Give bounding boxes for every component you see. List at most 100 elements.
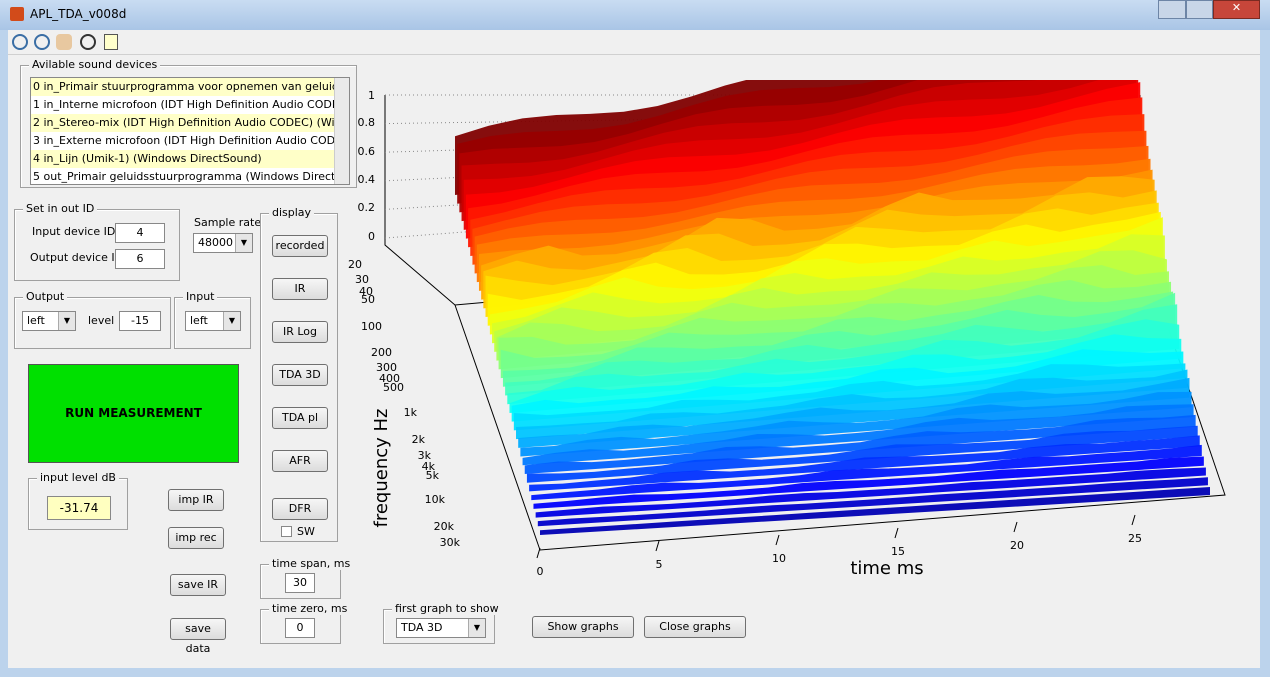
label: Output device ID: [30, 251, 124, 264]
y-tick-label: 3k: [418, 449, 432, 462]
file-button[interactable]: save IR: [170, 574, 226, 596]
sample-rate[interactable]: 48000: [193, 233, 253, 253]
device-item[interactable]: 1 in_Interne microfoon (IDT High Definit…: [31, 96, 334, 114]
panel-title: input level dB: [37, 471, 119, 484]
panel-title: first graph to show: [392, 602, 502, 615]
y-tick-label: 4k: [422, 460, 436, 473]
close-graphs[interactable]: Close graphs: [644, 616, 746, 638]
file-button[interactable]: save data: [170, 618, 226, 655]
waterfall-plot: time ms frequency Hz 10.80.60.40.2020304…: [348, 80, 1226, 579]
display-button[interactable]: AFR: [272, 450, 328, 472]
minimize[interactable]: [1158, 0, 1186, 19]
x-axis-label: time ms: [850, 558, 923, 579]
file-button[interactable]: imp IR: [168, 489, 224, 511]
y-tick-label: 1k: [404, 406, 418, 419]
panel-title: time zero, ms: [269, 602, 351, 615]
zoom-out[interactable]: [34, 34, 50, 50]
surface: [384, 80, 1226, 551]
surface-strip: [533, 456, 1204, 509]
scrollbar[interactable]: [334, 78, 349, 184]
show-graphs[interactable]: Show graphs: [532, 616, 634, 638]
device-item[interactable]: 3 in_Externe microfoon (IDT High Definit…: [31, 132, 334, 150]
y-tick-label: 30k: [440, 536, 461, 549]
x-tick-label: 20: [1010, 539, 1024, 552]
surface-strip: [507, 319, 1180, 405]
z-tick-label: 0: [368, 230, 375, 243]
y-tick-label: 500: [383, 381, 404, 394]
output-id[interactable]: 6: [115, 249, 165, 269]
z-tick-label: 0.8: [358, 116, 376, 129]
display-button[interactable]: IR: [272, 278, 328, 300]
z-tick-label: 0.6: [358, 145, 376, 158]
input-channel[interactable]: left: [185, 311, 241, 331]
pan[interactable]: [56, 34, 72, 50]
surface-strip: [505, 304, 1178, 396]
y-axis-label: frequency Hz: [371, 409, 392, 528]
label: Sample rate: [194, 216, 262, 229]
display-button[interactable]: DFR: [272, 498, 328, 520]
y-tick-label: 40: [359, 285, 373, 298]
input-id[interactable]: 4: [115, 223, 165, 243]
display-button[interactable]: IR Log: [272, 321, 328, 343]
y-tick-label: 50: [361, 293, 375, 306]
surface-strip: [531, 444, 1202, 501]
display-button[interactable]: recorded: [272, 235, 328, 257]
x-tick-label: 10: [772, 552, 786, 565]
surface-strip: [516, 369, 1188, 440]
y-tick-label: 20k: [434, 520, 455, 533]
time-span[interactable]: 30: [285, 573, 315, 593]
device-item[interactable]: 5 out_Primair geluidsstuurprogramma (Win…: [31, 168, 334, 184]
display-panel: display SW recorded IR IR Log TDA 3D TDA pl A…: [260, 206, 338, 542]
time-zero-panel: time zero, ms 0: [260, 602, 351, 644]
zoom-in[interactable]: [12, 34, 28, 50]
z-tick-label: 1: [368, 89, 375, 102]
z-tick-label: 0.2: [358, 201, 376, 214]
y-tick-label: 10k: [425, 493, 446, 506]
panel-title: time span, ms: [269, 557, 354, 570]
device-item[interactable]: 0 in_Primair stuurprogramma voor opnemen…: [31, 78, 334, 96]
surface-strip: [522, 404, 1194, 466]
devices-panel: Avilable sound devices 0 in_Primair stuu…: [20, 58, 357, 188]
first-graph[interactable]: TDA 3D: [396, 618, 486, 638]
first-graph-panel: first graph to show TDA 3D: [383, 602, 502, 644]
toolbar: [8, 30, 1260, 55]
x-tick: [1131, 514, 1136, 526]
y-tick-label: 2k: [412, 433, 426, 446]
app-icon: [10, 7, 24, 21]
rotate[interactable]: [80, 34, 96, 50]
run-button[interactable]: RUN MEASUREMENT: [28, 364, 239, 463]
input-level-panel: input level dB -31.74: [28, 471, 128, 530]
level[interactable]: -15: [119, 311, 161, 331]
device-list[interactable]: 0 in_Primair stuurprogramma voor opnemen…: [30, 77, 350, 185]
checkbox[interactable]: [281, 526, 292, 537]
data-cursor[interactable]: [104, 34, 118, 50]
surface-strip: [494, 250, 1167, 352]
time-zero[interactable]: 0: [285, 618, 315, 638]
output-panel: Output left level -15: [14, 290, 171, 349]
x-tick-label: 15: [891, 545, 905, 558]
panel-title: Output: [23, 290, 68, 303]
label: Input device ID: [32, 225, 116, 238]
maximize[interactable]: [1186, 0, 1213, 19]
x-tick: [655, 540, 660, 552]
label: level: [88, 314, 115, 327]
y-tick-label: 300: [376, 361, 397, 374]
close[interactable]: ✕: [1213, 0, 1260, 19]
y-tick-label: 100: [361, 320, 382, 333]
checkbox-label: SW: [297, 525, 315, 538]
device-item[interactable]: 4 in_Lijn (Umik-1) (Windows DirectSound): [31, 150, 334, 168]
x-tick: [775, 534, 780, 546]
surface-strip: [537, 477, 1208, 527]
y-tick-label: 20: [348, 258, 362, 271]
output-channel[interactable]: left: [22, 311, 76, 331]
x-tick-label: 5: [656, 558, 663, 571]
input-level: -31.74: [47, 496, 111, 520]
input-panel: Input left: [174, 290, 251, 349]
display-button[interactable]: TDA 3D: [272, 364, 328, 386]
set-id-panel: Set in out ID Input device ID 4 Output d…: [14, 202, 180, 281]
time-span-panel: time span, ms 30: [260, 557, 354, 599]
device-item[interactable]: 2 in_Stereo-mix (IDT High Definition Aud…: [31, 114, 334, 132]
file-button[interactable]: imp rec: [168, 527, 224, 549]
display-button[interactable]: TDA pl: [272, 407, 328, 429]
